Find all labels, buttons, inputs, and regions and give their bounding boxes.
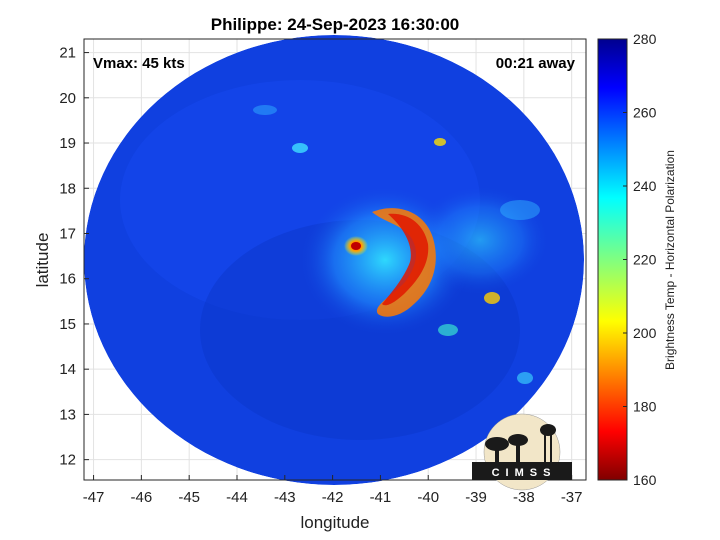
y-tick-label: 15 bbox=[59, 316, 76, 333]
plot-frame bbox=[83, 38, 587, 481]
y-tick-label: 16 bbox=[59, 271, 76, 288]
x-tick-label: -45 bbox=[178, 489, 200, 506]
x-tick-label: -38 bbox=[513, 489, 535, 506]
y-tick-label: 17 bbox=[59, 225, 76, 242]
colorbar-ticks: 160 180 200 220 240 260 280 bbox=[623, 31, 657, 488]
vmax-label: Vmax: 45 kts bbox=[93, 55, 185, 72]
x-tick-label: -41 bbox=[370, 489, 392, 506]
logo-text: CIMSS bbox=[492, 467, 557, 479]
brightness-temp-swath bbox=[84, 35, 584, 485]
y-tick-label: 13 bbox=[59, 406, 76, 423]
y-tick-label: 12 bbox=[59, 452, 76, 469]
cimss-logo: CIMSS bbox=[472, 413, 572, 491]
y-axis-ticks: 12 13 14 15 16 17 18 19 20 21 bbox=[59, 45, 89, 469]
x-tick-label: -47 bbox=[83, 489, 105, 506]
x-tick-label: -39 bbox=[465, 489, 487, 506]
x-tick-label: -40 bbox=[417, 489, 439, 506]
plot-title: Philippe: 24-Sep-2023 16:30:00 bbox=[211, 15, 460, 34]
time-away-label: 00:21 away bbox=[496, 55, 576, 72]
colorbar-label: Brightness Temp - Horizontal Polarizatio… bbox=[663, 150, 677, 370]
x-tick-label: -37 bbox=[561, 489, 583, 506]
x-tick-label: -46 bbox=[131, 489, 153, 506]
colorbar bbox=[597, 38, 628, 481]
colorbar-tick-label: 240 bbox=[633, 178, 657, 194]
x-tick-label: -44 bbox=[226, 489, 248, 506]
x-tick-label: -43 bbox=[274, 489, 296, 506]
colorbar-tick-label: 180 bbox=[633, 399, 657, 415]
x-axis-label: longitude bbox=[300, 513, 369, 532]
x-axis-ticks: -47 -46 -45 -44 -43 -42 -41 -40 -39 -38 -37 bbox=[83, 475, 583, 506]
colorbar-tick-label: 160 bbox=[633, 472, 657, 488]
y-axis-label: latitude bbox=[33, 233, 52, 288]
colorbar-tick-label: 260 bbox=[633, 105, 657, 121]
colorbar-tick-label: 220 bbox=[633, 252, 657, 268]
x-tick-label: -42 bbox=[322, 489, 344, 506]
y-tick-label: 21 bbox=[59, 45, 76, 62]
colorbar-tick-label: 280 bbox=[633, 31, 657, 47]
colorbar-tick-label: 200 bbox=[633, 325, 657, 341]
y-tick-label: 14 bbox=[59, 361, 76, 378]
y-tick-label: 19 bbox=[59, 135, 76, 152]
y-tick-label: 18 bbox=[59, 180, 76, 197]
y-tick-label: 20 bbox=[59, 90, 76, 107]
